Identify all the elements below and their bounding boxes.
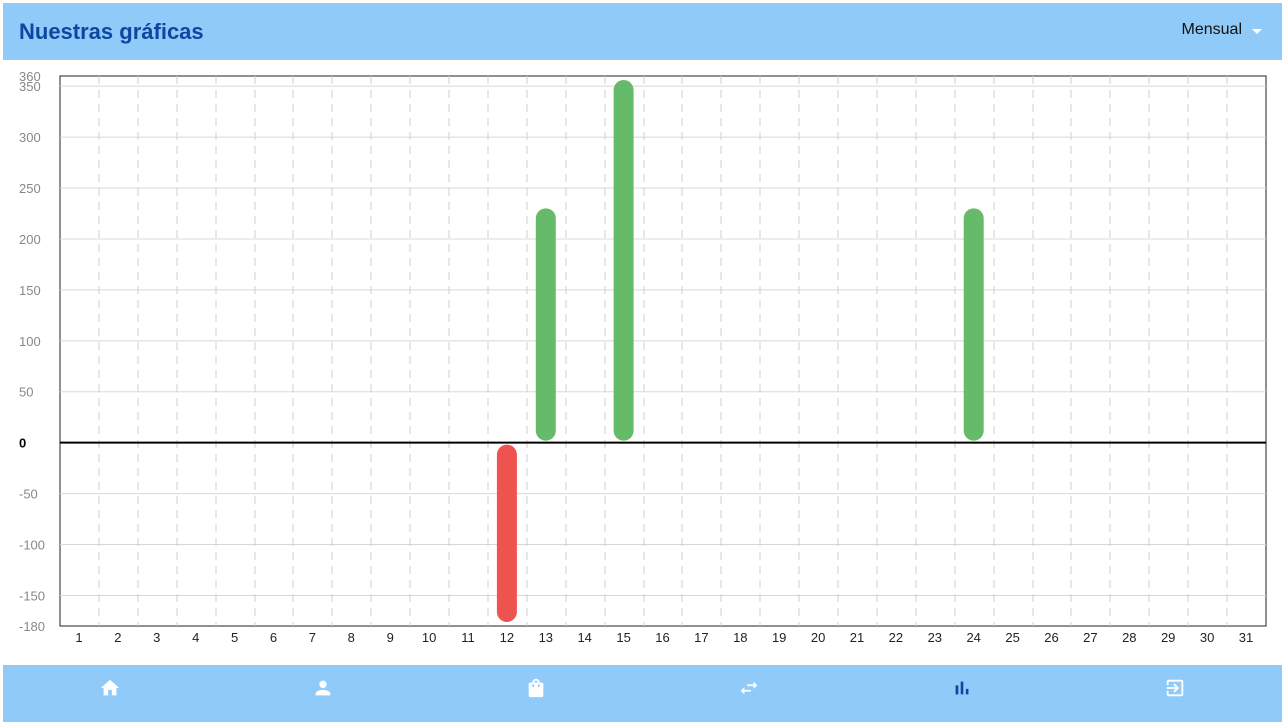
x-tick-label: 25 [1005,630,1019,645]
x-tick-label: 26 [1044,630,1058,645]
y-tick-label: 100 [19,334,41,349]
bar [613,80,634,441]
x-tick-label: 3 [153,630,160,645]
bar [535,208,556,441]
x-tick-label: 13 [539,630,553,645]
x-tick-label: 31 [1239,630,1253,645]
x-tick-label: 6 [270,630,277,645]
bar-chart-icon [955,681,969,695]
y-tick-label: 50 [19,385,33,400]
y-tick-label: -150 [19,588,45,603]
bar [963,208,984,441]
x-tick-label: 18 [733,630,747,645]
x-tick-label: 12 [500,630,514,645]
bar [496,444,517,622]
period-selected-value: Mensual [1181,21,1242,38]
y-tick-label: 360 [19,69,41,84]
x-tick-label: 7 [309,630,316,645]
y-tick-label: 150 [19,283,41,298]
x-tick-label: 8 [348,630,355,645]
y-tick-label: 350 [19,79,41,94]
plot-border [59,75,1267,627]
nav-shop-button[interactable] [516,673,556,703]
nav-logout-button[interactable] [1155,673,1195,703]
x-tick-label: 20 [811,630,825,645]
app-header: Nuestras gráficas Mensual [3,3,1282,60]
app-frame: Nuestras gráficas Mensual -180 -150 -100 -5… [3,3,1282,722]
logout-icon [1166,679,1184,697]
y-tick-label: -100 [19,538,45,553]
x-tick-label: 17 [694,630,708,645]
y-tick-label: 0 [19,436,26,451]
nav-transfers-button[interactable] [729,673,769,703]
chevron-down-icon [1252,28,1262,34]
x-tick-label: 30 [1200,630,1214,645]
x-tick-label: 1 [75,630,82,645]
y-tick-label: -180 [19,619,45,634]
x-tick-label: 16 [655,630,669,645]
x-tick-label: 5 [231,630,238,645]
x-tick-label: 21 [850,630,864,645]
nav-charts-button[interactable] [942,673,982,703]
x-tick-label: 27 [1083,630,1097,645]
page-title: Nuestras gráficas [19,19,204,44]
swap-horiz-icon [740,681,758,695]
x-tick-label: 11 [461,630,475,645]
x-tick-label: 9 [387,630,394,645]
x-tick-label: 24 [966,630,980,645]
x-tick-label: 10 [422,630,436,645]
x-tick-label: 22 [889,630,903,645]
nav-home-button[interactable] [90,673,130,703]
x-tick-label: 15 [616,630,630,645]
x-tick-label: 28 [1122,630,1136,645]
x-tick-label: 23 [928,630,942,645]
y-tick-label: 300 [19,130,41,145]
x-tick-label: 4 [192,630,199,645]
x-tick-label: 2 [114,630,121,645]
y-tick-label: 250 [19,181,41,196]
home-icon [100,679,120,696]
nav-profile-button[interactable] [303,673,343,703]
x-tick-label: 29 [1161,630,1175,645]
y-tick-label: 200 [19,232,41,247]
y-tick-label: -50 [19,487,38,502]
period-dropdown[interactable]: Mensual [1182,21,1262,39]
shopping-bag-icon [528,678,544,698]
x-tick-label: 14 [577,630,591,645]
bottom-navigation [3,665,1282,722]
x-tick-label: 19 [772,630,786,645]
person-icon [315,680,331,696]
